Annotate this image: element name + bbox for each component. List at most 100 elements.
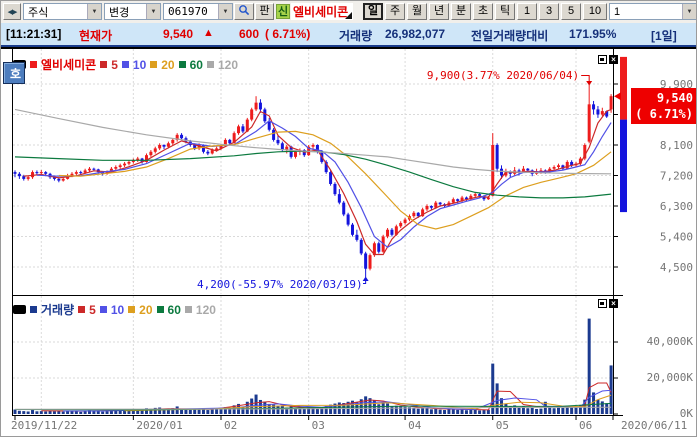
annotations: 9,900(3.77% 2020/06/04) 4,200(-55.97% 202… (197, 69, 593, 291)
change-percent: ( 6.71%) (265, 27, 311, 41)
market-type-value: 주식 (28, 6, 49, 19)
current-price-box-pct: ( 6.71%) (635, 107, 693, 121)
price-axis-label: 5,400 (660, 231, 693, 244)
current-price-value: 9,540 (162, 27, 193, 41)
board-button[interactable]: 판 (255, 3, 274, 20)
price-range-strip (620, 56, 627, 213)
series-swatch-icon (30, 61, 37, 68)
price-ma-lines (14, 108, 612, 256)
date-axis-label: 03 (312, 419, 325, 432)
date-axis-label: 05 (496, 419, 509, 432)
ma10-label: 10 (110, 302, 125, 317)
date-axis-label: 2019/11/22 (11, 419, 77, 432)
up-arrow-icon: ▲ (203, 27, 214, 39)
volume-value: 26,982,077 (385, 27, 446, 41)
close-icon[interactable] (609, 299, 618, 308)
legend-marker-icon (13, 305, 26, 314)
chart-canvas[interactable]: 9,9009,0008,1007,2006,3005,4004,50040,00… (1, 48, 697, 437)
period-button-tick[interactable]: 틱 (495, 3, 515, 20)
current-price-marker-icon (614, 92, 621, 101)
resize-grip-icon[interactable] (345, 12, 352, 19)
volume-legend-name: 거래량 (41, 303, 75, 317)
chevron-down-icon[interactable] (146, 4, 160, 19)
price-axis-label: 9,900 (660, 78, 693, 91)
price-ma5-line (23, 109, 612, 256)
current-price-box-value: 9,540 (656, 91, 693, 105)
price-ma20-line (58, 130, 612, 230)
new-listing-badge: 신 (276, 4, 290, 19)
ma120-label: 120 (217, 57, 238, 72)
ma10-swatch-icon (99, 306, 107, 313)
stock-name-field: 엘비세미콘 (291, 3, 353, 20)
period-button-minute[interactable]: 분 (451, 3, 471, 20)
volume-swatch-icon (30, 306, 37, 313)
price-ma120-line (14, 108, 612, 175)
price-axis-label: 8,100 (660, 139, 693, 152)
period-button-second[interactable]: 초 (473, 3, 493, 20)
ma60-swatch-icon (156, 306, 164, 313)
period-button-month[interactable]: 월 (407, 3, 427, 20)
ma20-label: 20 (161, 57, 175, 72)
ma60-label: 60 (189, 57, 203, 72)
gridlines (13, 49, 612, 414)
ma120-swatch-icon (206, 61, 214, 68)
high-annotation: 9,900(3.77% 2020/06/04) (427, 69, 579, 82)
time-label: [11:21:31] (6, 27, 62, 41)
chevron-down-icon[interactable] (218, 4, 232, 19)
quote-side-button[interactable]: 호 (3, 62, 25, 84)
ma5-swatch-icon (78, 306, 86, 313)
stock-code-combo[interactable]: 061970 (163, 3, 233, 20)
volume-axis-label: 20,000K (647, 371, 694, 384)
current-price-label: 현재가 (79, 29, 113, 43)
volume-ma120-line (14, 406, 612, 410)
volume-axis-label: 0K (680, 407, 694, 420)
price-ma10-line (36, 120, 612, 249)
change-combo[interactable]: 변경 (104, 3, 161, 20)
chevron-down-icon[interactable] (682, 4, 696, 19)
status-bar: [11:21:31] 현재가 9,540 ▲ 600 ( 6.71%) 거래량 … (1, 23, 696, 47)
pane-splitter-button[interactable] (3, 3, 21, 20)
period-button-week[interactable]: 주 (385, 3, 405, 20)
date-axis-label: 06 (579, 419, 592, 432)
ma20-swatch-icon (150, 61, 158, 68)
period-button-3[interactable]: 3 (539, 3, 559, 20)
chevron-down-icon[interactable] (87, 4, 101, 19)
volume-label: 거래량 (339, 29, 373, 43)
ma60-label: 60 (167, 302, 181, 317)
stock-name: 엘비세미콘 (293, 5, 349, 19)
period-button-5[interactable]: 5 (561, 3, 581, 20)
period-button-day[interactable]: 일 (363, 3, 383, 20)
stock-code-value: 061970 (168, 5, 208, 18)
ma10-swatch-icon (121, 61, 129, 68)
interval-combo[interactable]: 1 (609, 3, 696, 20)
volume-ma-lines (14, 382, 612, 412)
ma60-swatch-icon (178, 61, 186, 68)
period-button-year[interactable]: 년 (429, 3, 449, 20)
axes (1, 48, 696, 416)
price-ma60-line (14, 150, 612, 199)
search-button[interactable] (234, 3, 254, 20)
ma5-label: 5 (89, 302, 96, 317)
low-annotation: 4,200(-55.97% 2020/03/19) (197, 278, 363, 291)
ma10-label: 10 (132, 57, 147, 72)
market-type-combo[interactable]: 주식 (23, 3, 102, 20)
ma5-swatch-icon (100, 61, 108, 68)
price-axis-label: 7,200 (660, 170, 693, 183)
volume-panel-controls (598, 299, 618, 308)
price-axis-label: 4,500 (660, 261, 693, 274)
change-value: 600 (238, 27, 259, 41)
range-badge: [1일] (651, 29, 677, 43)
restore-icon[interactable] (598, 299, 607, 308)
volume-ma20-line (124, 394, 612, 412)
ma120-swatch-icon (184, 306, 192, 313)
restore-icon[interactable] (598, 55, 607, 64)
date-axis-label: 2020/01 (136, 419, 182, 432)
price-legend: 엘비세미콘 5 10 20 60 120 (13, 56, 238, 73)
period-button-1[interactable]: 1 (517, 3, 537, 20)
close-icon[interactable] (609, 55, 618, 64)
period-button-10[interactable]: 10 (583, 3, 607, 20)
date-axis-label: 04 (408, 419, 422, 432)
candles-layer (13, 84, 613, 278)
volume-legend: 거래량 5 10 20 60 120 (13, 301, 216, 318)
